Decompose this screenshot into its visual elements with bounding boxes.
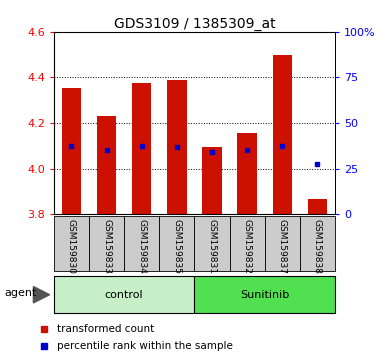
Bar — [132, 83, 151, 214]
Bar — [194, 216, 229, 271]
Bar — [89, 216, 124, 271]
Text: percentile rank within the sample: percentile rank within the sample — [57, 341, 233, 351]
Text: GSM159831: GSM159831 — [208, 219, 216, 274]
Bar — [229, 216, 265, 271]
Title: GDS3109 / 1385309_at: GDS3109 / 1385309_at — [114, 17, 275, 31]
Bar — [238, 133, 257, 214]
Text: GSM159834: GSM159834 — [137, 219, 146, 274]
Text: transformed count: transformed count — [57, 324, 154, 333]
Text: GSM159832: GSM159832 — [243, 219, 252, 274]
Text: GSM159837: GSM159837 — [278, 219, 287, 274]
Bar — [203, 147, 222, 214]
Bar — [167, 80, 186, 214]
Text: control: control — [105, 290, 144, 300]
Bar — [273, 55, 292, 214]
Bar — [264, 216, 300, 271]
Bar — [97, 116, 116, 214]
Text: Sunitinib: Sunitinib — [240, 290, 289, 300]
Bar — [62, 88, 81, 214]
Bar — [300, 216, 335, 271]
Text: GSM159833: GSM159833 — [102, 219, 111, 274]
Text: GSM159830: GSM159830 — [67, 219, 76, 274]
Bar — [54, 216, 89, 271]
Text: GSM159835: GSM159835 — [172, 219, 181, 274]
Text: agent: agent — [4, 288, 37, 298]
Polygon shape — [33, 286, 50, 303]
Bar — [54, 276, 194, 313]
Bar — [194, 276, 335, 313]
Bar — [124, 216, 159, 271]
Text: GSM159838: GSM159838 — [313, 219, 322, 274]
Bar — [308, 199, 327, 214]
Bar — [159, 216, 194, 271]
